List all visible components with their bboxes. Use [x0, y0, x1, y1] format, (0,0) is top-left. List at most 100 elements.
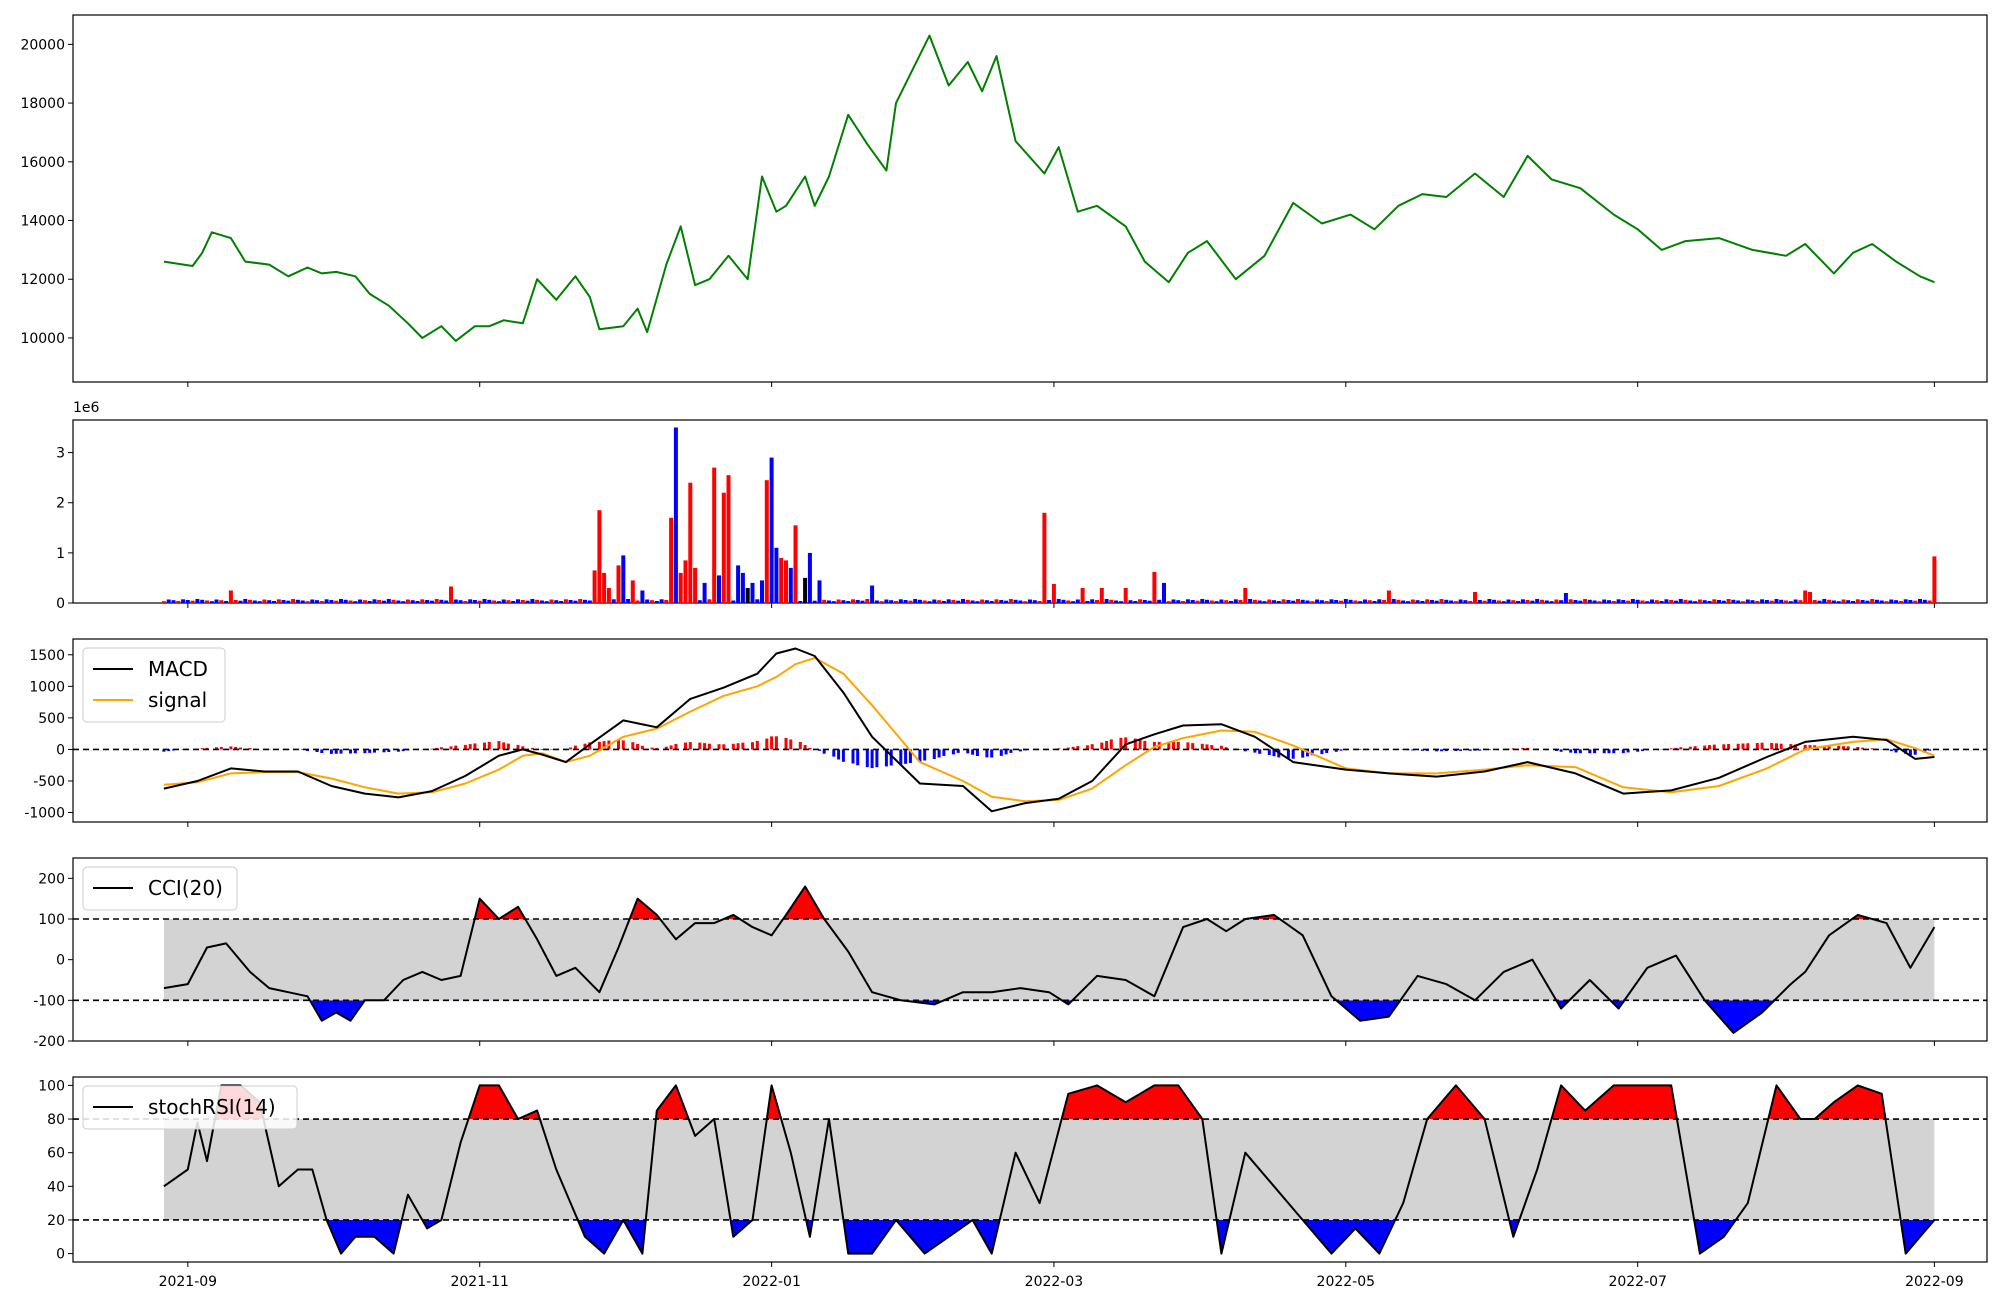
x-tick-label: 2021-09 — [159, 1274, 218, 1290]
volume-bar — [1062, 600, 1066, 603]
macd-histogram-bar — [832, 749, 835, 756]
volume-bar — [1664, 599, 1668, 603]
volume-bar — [808, 553, 812, 603]
volume-bar — [1105, 599, 1109, 603]
macd-histogram-bar — [430, 749, 433, 750]
volume-bar — [1569, 599, 1573, 603]
volume-bar — [1176, 600, 1180, 603]
macd-histogram-bar — [540, 749, 543, 750]
volume-bar — [1712, 599, 1716, 603]
volume-bar — [473, 600, 477, 603]
volume-bar — [200, 600, 204, 603]
volume-bar — [573, 601, 577, 603]
volume-bar — [1444, 600, 1448, 603]
macd-histogram-bar — [469, 744, 472, 749]
volume-bar — [1009, 599, 1013, 603]
volume-bar — [693, 568, 697, 603]
macd-histogram-bar — [837, 749, 840, 759]
volume-bar — [478, 601, 482, 603]
volume-bar — [612, 599, 616, 603]
y-tick-label: 0 — [56, 742, 65, 758]
volume-bar — [191, 601, 195, 603]
macd-histogram-bar — [1143, 741, 1146, 750]
volume-bar — [1186, 599, 1190, 603]
macd-histogram-bar — [1292, 749, 1295, 758]
legend-entry: CCI(20) — [148, 876, 223, 900]
volume-bar — [1267, 600, 1271, 604]
volume-bar — [545, 601, 549, 603]
volume-bar — [291, 599, 295, 603]
volume-bar — [593, 570, 597, 603]
volume-bar — [980, 600, 984, 604]
macd-histogram-bar — [1761, 743, 1764, 750]
legend: CCI(20) — [83, 867, 237, 910]
volume-bar — [1746, 600, 1750, 604]
legend-entry: stochRSI(14) — [148, 1095, 276, 1119]
volume-bar — [1224, 600, 1228, 603]
volume-bar — [1478, 600, 1482, 603]
macd-histogram-bar — [933, 749, 936, 759]
volume-bar — [1755, 601, 1759, 603]
macd-histogram-bar — [622, 740, 625, 749]
volume-bar — [1545, 601, 1549, 604]
volume-bar — [329, 600, 333, 603]
volume-bar — [1626, 601, 1630, 603]
macd-histogram-bar — [1091, 744, 1094, 749]
volume-bar — [1607, 600, 1611, 603]
macd-histogram-bar — [636, 744, 639, 749]
y-tick-label: 0 — [56, 953, 65, 969]
volume-bar — [803, 578, 807, 603]
volume-bar — [640, 591, 644, 604]
volume-bar — [430, 601, 434, 603]
macd-histogram-bar — [1000, 749, 1003, 756]
volume-bar — [1420, 601, 1424, 603]
macd-histogram-bar — [718, 744, 721, 749]
y-tick-label: 18000 — [20, 96, 65, 112]
volume-bar — [875, 601, 879, 604]
y-tick-label: 20 — [47, 1213, 65, 1229]
volume-bar — [353, 601, 357, 603]
macd-histogram-bar — [1110, 739, 1113, 749]
volume-bar — [401, 601, 405, 603]
volume-bar — [995, 599, 999, 603]
macd-histogram-bar — [751, 742, 754, 749]
volume-bar — [1401, 601, 1405, 604]
volume-bar — [224, 601, 228, 603]
macd-histogram-bar — [741, 743, 744, 750]
volume-bar — [908, 601, 912, 603]
volume-bar — [1923, 600, 1927, 603]
volume-bar — [1913, 601, 1917, 603]
volume-bar — [1889, 600, 1893, 604]
volume-bar — [1636, 600, 1640, 603]
volume-bar — [1894, 600, 1898, 603]
volume-bar — [1353, 601, 1357, 604]
volume-bar — [253, 601, 257, 604]
volume-bar — [387, 599, 391, 603]
macd-histogram-bar — [1579, 749, 1582, 753]
volume-bar — [1143, 600, 1147, 603]
volume-bar — [449, 587, 453, 604]
y-tick-label: 20000 — [20, 37, 65, 53]
macd-histogram-bar — [856, 749, 859, 765]
volume-bar — [1770, 601, 1774, 603]
macd-histogram-bar — [320, 749, 323, 753]
macd-histogram — [162, 736, 1931, 768]
volume-bar — [1798, 600, 1802, 603]
volume-bar — [1172, 600, 1176, 604]
volume-bar — [1234, 599, 1238, 603]
macd-histogram-bar — [1756, 743, 1759, 750]
volume-bar — [975, 601, 979, 603]
volume-bar — [1085, 601, 1089, 603]
volume-bar — [1239, 600, 1243, 603]
volume-bar — [272, 601, 276, 603]
volume-bar — [282, 600, 286, 603]
volume-bar — [1846, 600, 1850, 603]
volume-bar — [698, 600, 702, 603]
volume-bar — [1641, 601, 1645, 604]
volume-bar — [1904, 599, 1908, 603]
volume-bar — [650, 600, 654, 603]
volume-bar — [760, 580, 764, 603]
volume-bar — [918, 600, 922, 603]
volume-bar — [1339, 601, 1343, 603]
